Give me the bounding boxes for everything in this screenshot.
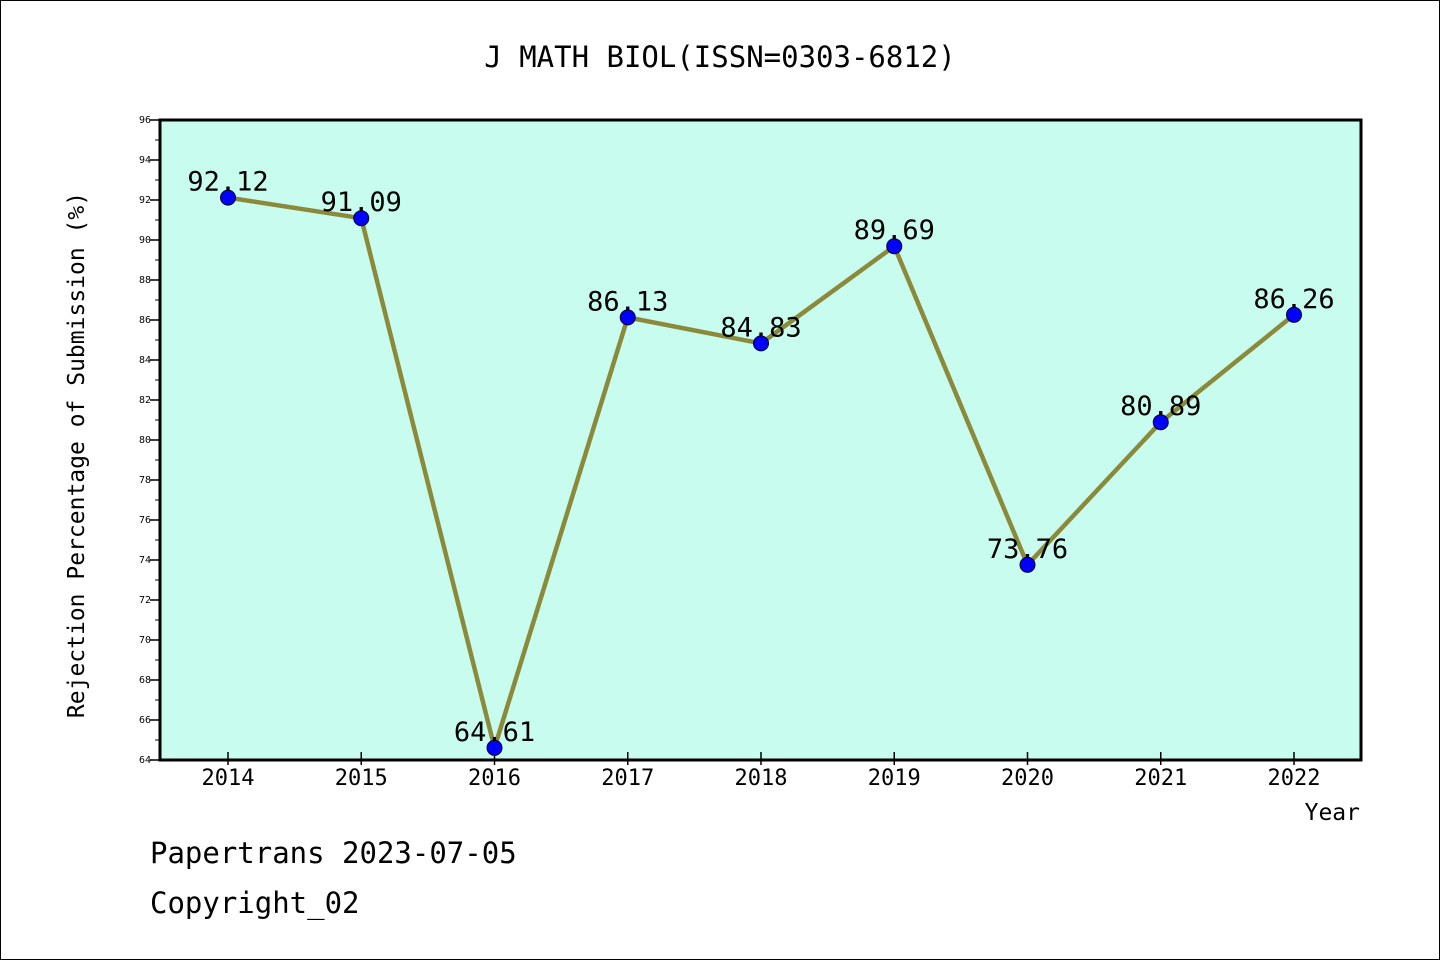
x-tick-label: 2022: [1268, 766, 1321, 791]
data-label: 91.09: [321, 187, 402, 218]
y-tick-label: 78: [139, 475, 151, 486]
y-tick-label: 84: [139, 355, 151, 366]
data-label: 89.69: [854, 215, 935, 246]
y-tick-label: 92: [139, 195, 151, 206]
data-point: [220, 189, 236, 206]
x-tick-label: 2015: [335, 766, 388, 791]
y-tick-label: 64: [139, 755, 151, 766]
data-labels-layer: 92.12 91.09 64.61 86.13 84.83 89.69 73.76 80.89…: [187, 167, 1334, 748]
x-tick-label: 2019: [868, 766, 921, 791]
footer-copyright-text: Copyright_02: [150, 886, 360, 920]
x-tick-label: 2021: [1134, 766, 1187, 791]
data-label: 86.13: [587, 286, 668, 317]
data-point: [1286, 306, 1302, 323]
data-point: [1019, 556, 1036, 573]
data-point: [486, 739, 503, 756]
chart-title: J MATH BIOL(ISSN=0303-6812): [484, 40, 955, 74]
footer-source-text: Papertrans 2023-07-05: [150, 836, 517, 870]
y-tick-label: 90: [139, 235, 151, 246]
x-tick-label: 2017: [601, 766, 654, 791]
data-label: 86.26: [1253, 284, 1334, 315]
x-tick-label: 2016: [468, 766, 521, 791]
y-tick-label: 70: [139, 635, 151, 646]
data-point: [886, 238, 903, 255]
x-tick-label: 2018: [735, 766, 788, 791]
data-label: 84.83: [720, 312, 801, 343]
points-layer: [220, 189, 1302, 756]
y-tick-label: 94: [139, 155, 151, 166]
y-axis-label: Rejection Percentage of Submission (%): [64, 192, 90, 718]
y-tick-label: 76: [139, 515, 151, 526]
data-label: 73.76: [987, 534, 1068, 565]
plot-area: [158, 118, 1363, 762]
data-point: [1152, 414, 1169, 431]
y-tick-label: 72: [139, 595, 151, 606]
y-tick-label: 96: [139, 115, 151, 126]
x-tick-label: 2014: [202, 766, 255, 791]
y-tick-label: 88: [139, 275, 151, 286]
data-point: [753, 335, 769, 352]
data-label: 64.61: [454, 717, 535, 748]
y-tick-label: 80: [139, 435, 151, 446]
data-label: 92.12: [187, 167, 268, 198]
y-tick-label: 68: [139, 675, 151, 686]
y-tick-label: 74: [139, 555, 151, 566]
y-tick-label: 66: [139, 715, 151, 726]
y-tick-label: 86: [139, 315, 151, 326]
y-tick-label: 82: [139, 395, 151, 406]
data-label: 80.89: [1120, 391, 1201, 422]
axis-ticks: 64 66 68 70 72 74 76 78 80 82 84 86 88 90 92 94 96 2014 20…: [139, 115, 1321, 791]
x-axis-label: Year: [1305, 800, 1360, 826]
x-tick-label: 2020: [1001, 766, 1054, 791]
data-point: [353, 210, 370, 227]
data-point: [619, 309, 636, 326]
